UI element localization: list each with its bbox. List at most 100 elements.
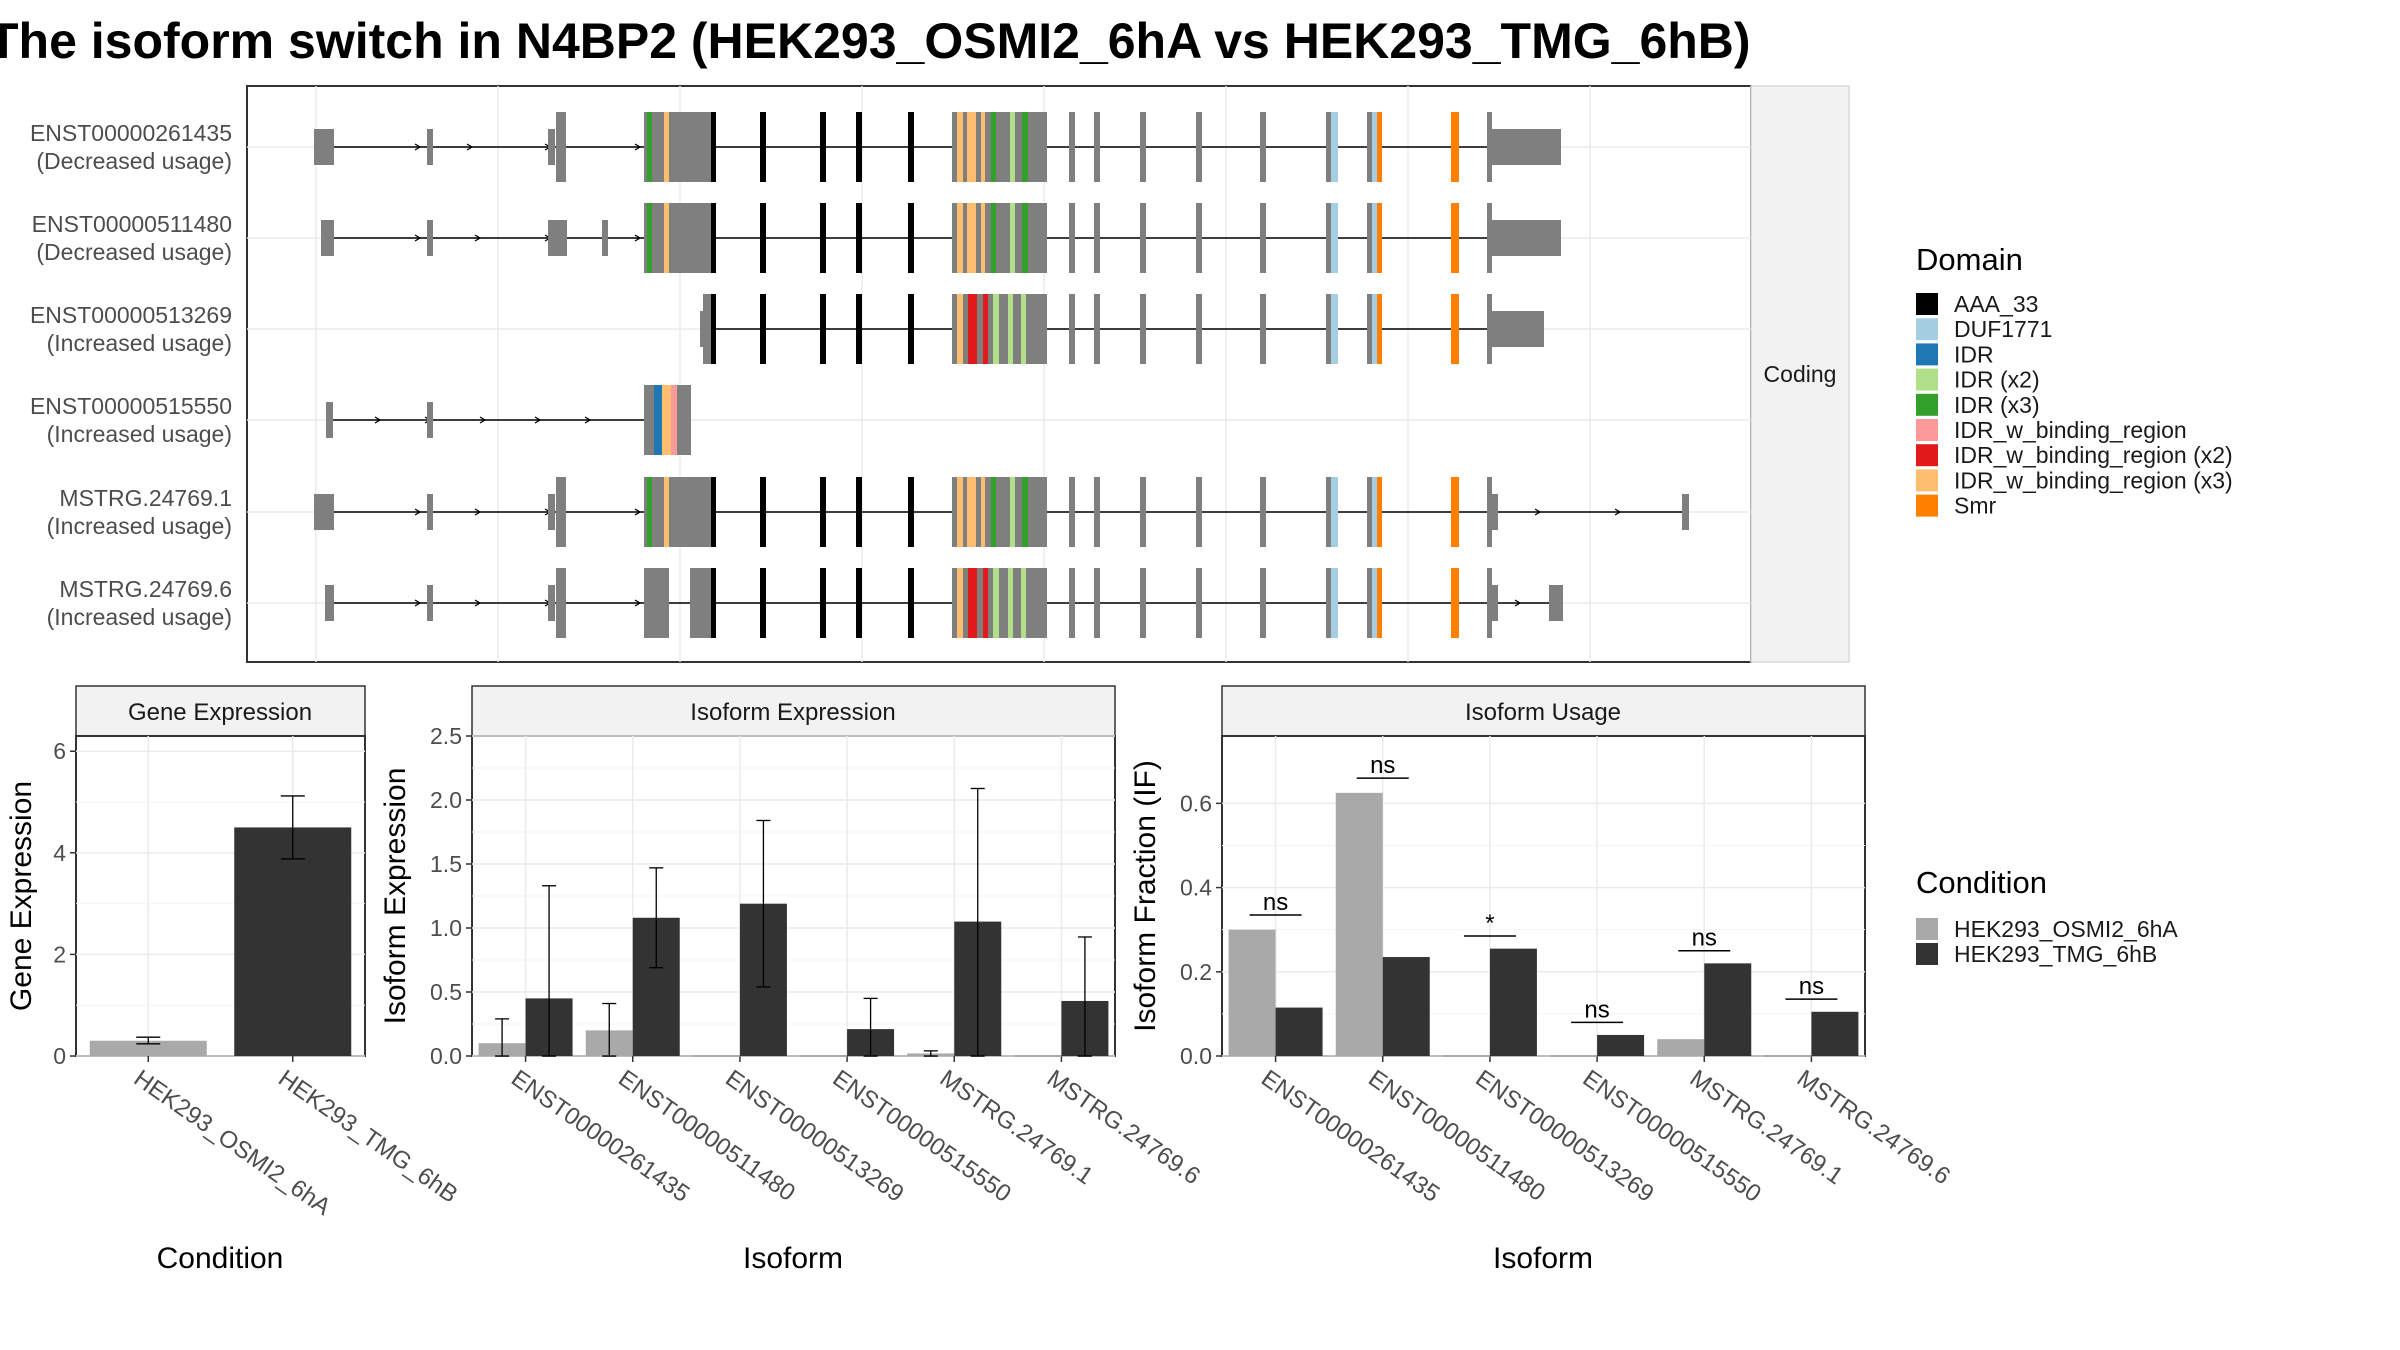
exon-block: [1010, 477, 1015, 547]
direction-arrow: [1514, 599, 1522, 607]
legend-key-5: [1916, 419, 1938, 441]
exon-block: [1196, 477, 1202, 547]
exon-block: [644, 477, 647, 547]
direction-arrow: [584, 416, 592, 424]
exon-block: [1021, 568, 1026, 638]
exon-block: [1196, 112, 1202, 182]
condition-label-1: HEK293_TMG_6hB: [1954, 941, 2157, 967]
exon-block: [711, 203, 716, 273]
significance-label-4: ns: [1692, 925, 1717, 952]
exon-block: [856, 203, 862, 273]
exon-block: [1451, 203, 1459, 273]
bar-1-4: [1704, 963, 1752, 1056]
exon-block: [1492, 494, 1498, 530]
exon-block: [1013, 568, 1021, 638]
exon-block: [644, 112, 647, 182]
exon-block: [1196, 568, 1202, 638]
exon-block: [690, 568, 711, 638]
isoform-usage-plot-area: [1221, 735, 1866, 1057]
exon-block: [427, 129, 433, 165]
exon-block: [1094, 568, 1100, 638]
exon-block: [669, 203, 711, 273]
y-tick-label-1: 0.5: [430, 979, 462, 1005]
exon-block: [856, 568, 862, 638]
direction-arrow: [474, 508, 482, 516]
x-tick-label-2: ENST00000513269: [1470, 1065, 1658, 1208]
exon-block: [326, 402, 333, 438]
isoform-usage-1: (Decreased usage): [36, 239, 232, 265]
exon-block: [968, 568, 977, 638]
isoform-id-4: MSTRG.24769.1: [59, 485, 232, 511]
legend-key-2: [1916, 343, 1938, 366]
bar-0-2: [1442, 1055, 1490, 1057]
exon-block: [1331, 477, 1338, 547]
direction-arrow: [634, 234, 642, 242]
isoform-id-1: ENST00000511480: [32, 211, 232, 237]
exon-block: [908, 203, 914, 273]
exon-block: [957, 477, 963, 547]
direction-arrow: [1534, 508, 1542, 516]
x-tick-label-0: ENST00000261435: [506, 1065, 694, 1208]
exon-block: [996, 203, 1010, 273]
direction-arrow: [374, 416, 382, 424]
direction-arrow: [474, 599, 482, 607]
exon-block: [1372, 112, 1377, 182]
exon-block: [1326, 294, 1331, 364]
gene-expression-title: Gene Expression: [128, 699, 312, 726]
exon-block: [952, 568, 957, 638]
isoform-usage-xlabel: Isoform: [1493, 1242, 1593, 1275]
exon-block: [952, 112, 957, 182]
bar-0-4: [1657, 1039, 1705, 1056]
exon-block: [664, 203, 669, 273]
exon-block: [1367, 477, 1372, 547]
legend-label-1: DUF1771: [1954, 316, 2052, 342]
exon-block: [952, 294, 957, 364]
exon-block: [1069, 203, 1075, 273]
exon-block: [644, 568, 669, 638]
exon-block: [820, 112, 826, 182]
exon-block: [325, 585, 334, 621]
legend-key-6: [1916, 444, 1938, 467]
exon-block: [991, 203, 996, 273]
isoform-usage-ylabel: Isoform Fraction (IF): [1129, 760, 1162, 1032]
exon-block: [1331, 203, 1338, 273]
structure-strip: [1750, 85, 1850, 663]
exon-block: [977, 294, 983, 364]
exon-block: [1140, 568, 1146, 638]
exon-block: [996, 477, 1010, 547]
exon-block: [669, 112, 711, 182]
exon-block: [427, 402, 433, 438]
exon-block: [908, 294, 914, 364]
isoform-usage-2: (Increased usage): [47, 330, 232, 356]
exon-block: [321, 220, 334, 256]
exon-block: [1260, 568, 1266, 638]
exon-block: [1367, 294, 1372, 364]
structure-tracks: [314, 112, 1689, 638]
exon-block: [652, 112, 664, 182]
exon-block: [556, 112, 566, 182]
exon-block: [314, 494, 334, 530]
bar-0-0: [89, 1040, 207, 1056]
exon-block: [1010, 203, 1015, 273]
y-tick-label-3: 6: [53, 738, 66, 764]
legend-key-0: [1916, 293, 1938, 315]
exon-block: [957, 294, 963, 364]
exon-block: [662, 385, 671, 455]
exon-block: [703, 294, 711, 364]
y-tick-label-2: 0.4: [1180, 875, 1212, 901]
exon-block: [963, 203, 967, 273]
exon-block: [967, 203, 976, 273]
exon-block: [993, 294, 999, 364]
isoform-id-2: ENST00000513269: [30, 302, 232, 328]
exon-block: [1492, 311, 1544, 347]
exon-block: [908, 568, 914, 638]
significance-label-2: *: [1485, 910, 1494, 937]
legend-label-5: IDR_w_binding_region: [1954, 417, 2187, 443]
legend-label-6: IDR_w_binding_region (x2): [1954, 442, 2233, 468]
y-tick-label-0: 0.0: [430, 1043, 462, 1069]
exon-block: [711, 294, 716, 364]
isoform-usage-0: (Decreased usage): [36, 148, 232, 174]
transcript-2: [700, 294, 1544, 364]
exon-block: [856, 477, 862, 547]
